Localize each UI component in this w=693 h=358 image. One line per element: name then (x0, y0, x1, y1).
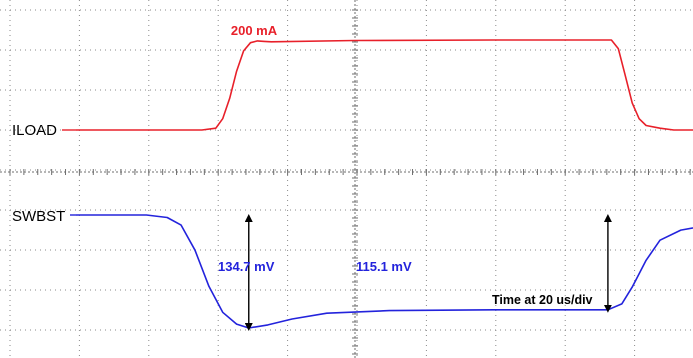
traces (62, 39, 693, 329)
series-label-iload: ILOAD (12, 122, 57, 139)
time-per-div-note: Time at 20 us/div (492, 293, 593, 307)
series-line-swbst (76, 214, 693, 329)
series-label-swbst: SWBST (12, 208, 65, 225)
measurement-markers (244, 214, 612, 331)
series-line-iload (76, 39, 693, 131)
annotation-115-1mv: 115.1 mV (356, 259, 412, 274)
annotation-200ma: 200 mA (231, 23, 278, 38)
annotation-134-7mv: 134.7 mV (218, 259, 275, 274)
